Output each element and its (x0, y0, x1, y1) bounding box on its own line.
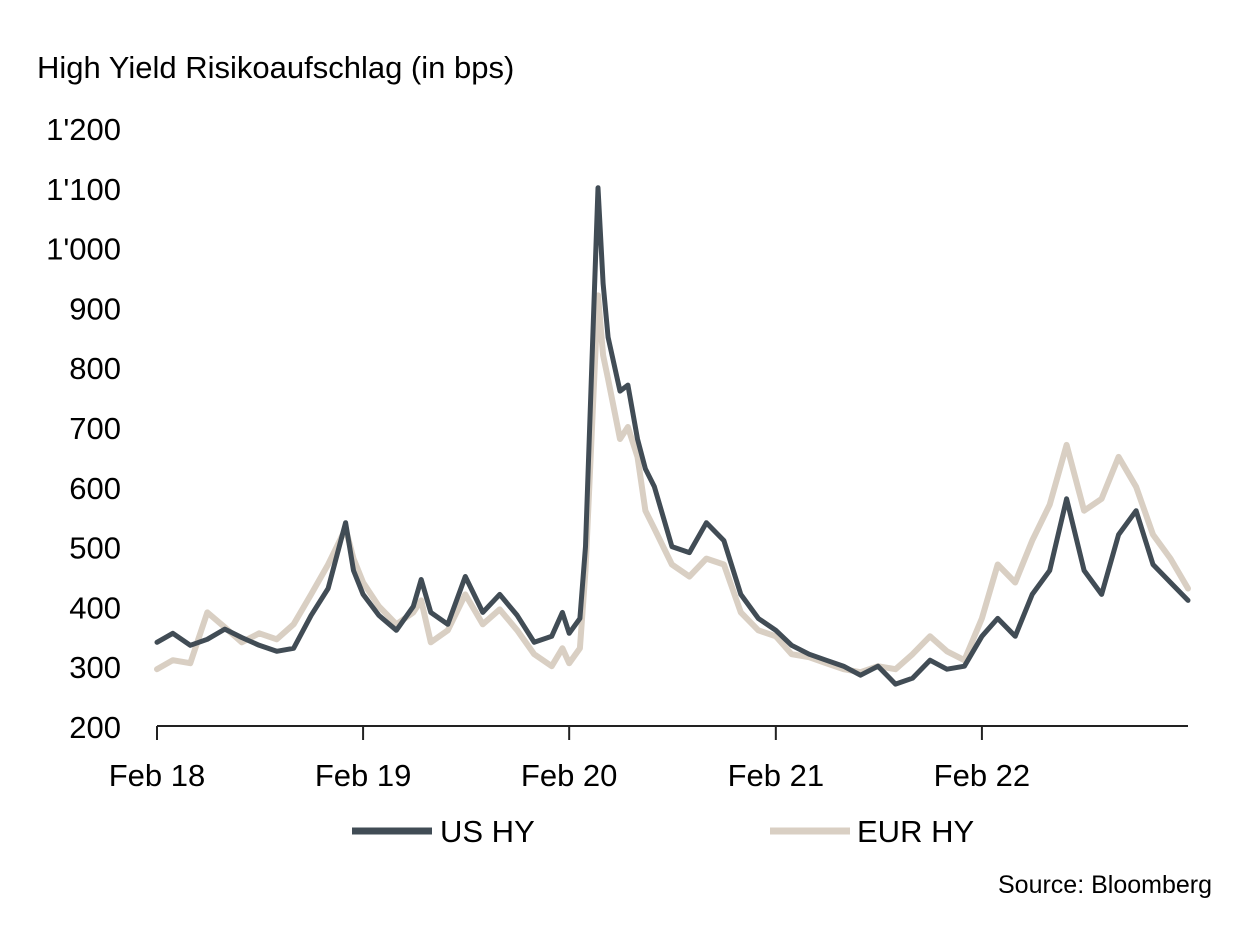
y-tick-label: 200 (69, 710, 121, 745)
y-tick-label: 1'000 (46, 232, 121, 267)
y-tick-label: 500 (69, 531, 121, 566)
y-tick-label: 400 (69, 590, 121, 625)
y-axis-ticks: 200 300 400 500 600 700 800 900 1'000 1'100 1'200 (46, 112, 121, 745)
x-tick-label: Feb 18 (109, 758, 206, 793)
series-layer (154, 185, 1191, 687)
legend: US HY EUR HY (352, 814, 974, 849)
y-tick-label: 1'200 (46, 112, 121, 147)
x-tick-label: Feb 19 (315, 758, 412, 793)
series-line-us-hy (154, 185, 1191, 687)
x-tick-label: Feb 22 (934, 758, 1031, 793)
y-tick-label: 600 (69, 471, 121, 506)
y-tick-label: 900 (69, 291, 121, 326)
y-tick-label: 800 (69, 351, 121, 386)
x-axis: Feb 18 Feb 19 Feb 20 Feb 21 Feb 22 (109, 725, 1188, 793)
source-note: Source: Bloomberg (998, 871, 1212, 899)
legend-label-us-hy: US HY (440, 814, 535, 849)
x-tick-label: Feb 21 (728, 758, 825, 793)
x-tick-label: Feb 20 (521, 758, 618, 793)
y-tick-label: 1'100 (46, 172, 121, 207)
y-tick-label: 700 (69, 411, 121, 446)
y-tick-label: 300 (69, 650, 121, 685)
legend-label-eur-hy: EUR HY (857, 814, 974, 849)
chart-title: High Yield Risikoaufschlag (in bps) (37, 50, 514, 85)
